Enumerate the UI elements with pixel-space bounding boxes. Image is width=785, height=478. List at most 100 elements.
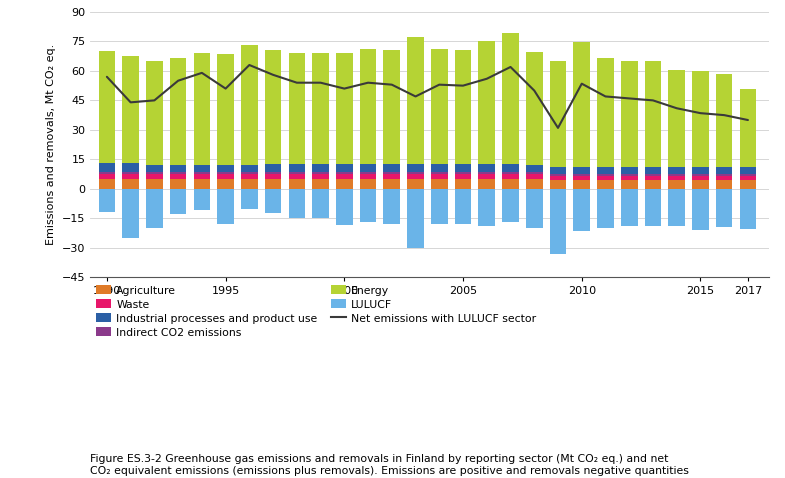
Bar xyxy=(312,179,329,189)
Bar xyxy=(644,189,661,226)
Bar xyxy=(241,179,257,189)
Bar xyxy=(526,52,542,164)
Bar xyxy=(336,173,352,174)
Bar xyxy=(479,173,495,174)
Bar xyxy=(455,179,471,189)
Bar xyxy=(99,172,115,174)
Bar xyxy=(170,189,186,214)
Bar xyxy=(621,61,637,167)
Bar xyxy=(360,189,376,222)
Bar xyxy=(716,74,732,167)
Bar xyxy=(170,179,186,189)
Bar xyxy=(336,53,352,163)
Bar xyxy=(455,163,471,173)
Bar xyxy=(336,189,352,225)
Bar xyxy=(170,165,186,173)
Bar xyxy=(621,189,637,226)
Bar xyxy=(360,174,376,179)
Bar xyxy=(289,53,305,163)
Bar xyxy=(384,173,400,174)
Bar xyxy=(573,174,590,176)
Bar xyxy=(692,71,709,167)
Bar xyxy=(312,163,329,173)
Bar xyxy=(146,179,162,189)
Bar xyxy=(217,164,234,173)
Bar xyxy=(241,189,257,209)
Bar xyxy=(526,189,542,228)
Bar xyxy=(407,179,424,189)
Bar xyxy=(384,50,400,163)
Bar xyxy=(360,163,376,173)
Text: Figure ES.3-2 Greenhouse gas emissions and removals in Finland by reporting sect: Figure ES.3-2 Greenhouse gas emissions a… xyxy=(90,454,689,476)
Bar xyxy=(455,50,471,163)
Bar xyxy=(265,173,281,174)
Bar xyxy=(668,167,685,174)
Bar xyxy=(146,173,162,174)
Bar xyxy=(621,167,637,174)
Bar xyxy=(597,176,614,180)
Bar xyxy=(644,167,661,174)
Bar xyxy=(312,174,329,179)
Bar xyxy=(194,174,210,179)
Bar xyxy=(217,54,234,164)
Bar xyxy=(644,176,661,180)
Bar xyxy=(621,174,637,176)
Bar xyxy=(146,189,162,228)
Bar xyxy=(597,167,614,174)
Bar xyxy=(431,179,447,189)
Bar xyxy=(526,173,542,174)
Bar xyxy=(668,70,685,167)
Bar xyxy=(265,50,281,163)
Bar xyxy=(194,53,210,164)
Bar xyxy=(407,37,424,163)
Bar xyxy=(384,163,400,173)
Bar xyxy=(739,167,756,174)
Bar xyxy=(122,179,139,189)
Bar xyxy=(312,53,329,163)
Bar xyxy=(692,180,709,189)
Bar xyxy=(384,179,400,189)
Bar xyxy=(289,189,305,218)
Bar xyxy=(360,179,376,189)
Bar xyxy=(431,173,447,174)
Bar xyxy=(241,173,257,174)
Bar xyxy=(644,180,661,189)
Bar xyxy=(739,176,756,180)
Bar xyxy=(170,173,186,174)
Bar xyxy=(122,56,139,163)
Bar xyxy=(502,173,519,174)
Bar xyxy=(716,167,732,174)
Bar xyxy=(431,49,447,163)
Bar xyxy=(550,167,566,174)
Bar xyxy=(739,174,756,176)
Bar xyxy=(336,179,352,189)
Bar xyxy=(146,174,162,179)
Bar xyxy=(194,179,210,189)
Bar xyxy=(217,189,234,224)
Bar xyxy=(312,173,329,174)
Bar xyxy=(479,189,495,226)
Bar xyxy=(526,174,542,179)
Bar xyxy=(716,176,732,180)
Bar xyxy=(265,174,281,179)
Bar xyxy=(312,189,329,218)
Bar xyxy=(502,33,519,163)
Bar xyxy=(431,163,447,173)
Bar xyxy=(573,189,590,231)
Bar xyxy=(170,58,186,165)
Bar xyxy=(431,174,447,179)
Bar xyxy=(455,189,471,224)
Bar xyxy=(502,174,519,179)
Bar xyxy=(289,173,305,174)
Bar xyxy=(573,176,590,180)
Bar xyxy=(692,189,709,230)
Bar xyxy=(99,163,115,172)
Bar xyxy=(217,179,234,189)
Bar xyxy=(122,172,139,174)
Bar xyxy=(122,163,139,172)
Bar xyxy=(668,174,685,176)
Bar xyxy=(526,179,542,189)
Bar xyxy=(644,174,661,176)
Bar xyxy=(550,180,566,189)
Bar xyxy=(217,173,234,174)
